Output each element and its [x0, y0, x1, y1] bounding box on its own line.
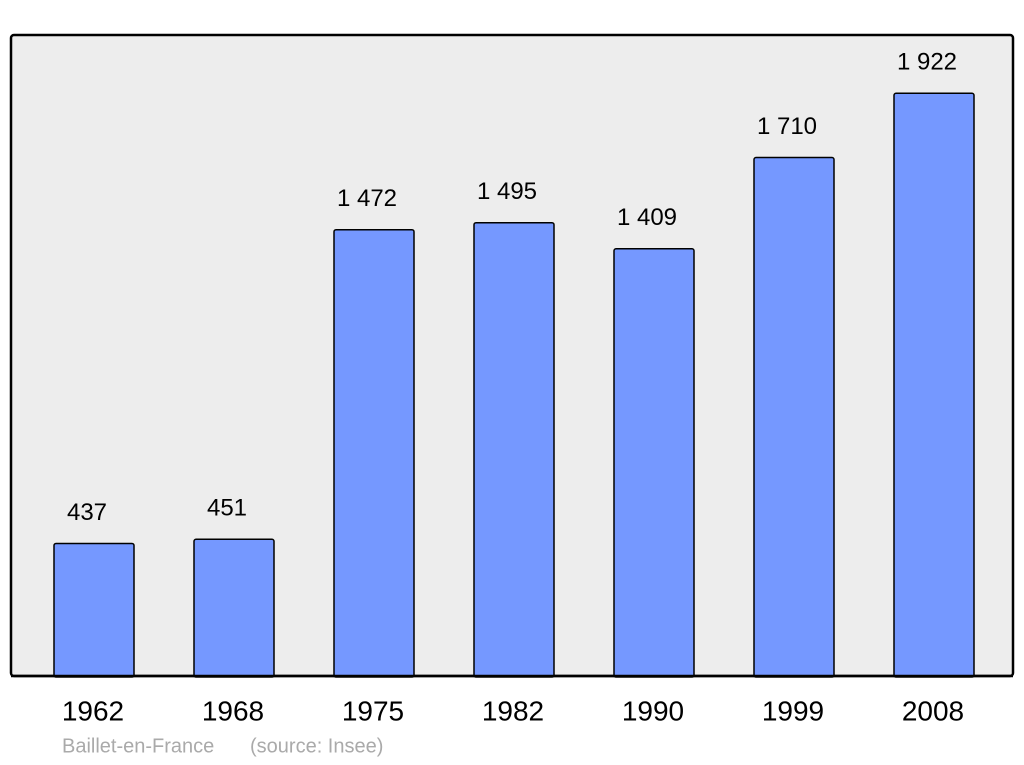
chart-title: Baillet-en-France: [62, 735, 214, 757]
source-note: (source: Insee): [250, 735, 383, 757]
value-label: 1 409: [617, 204, 677, 231]
bar: [53, 542, 135, 678]
bar: [193, 538, 275, 678]
bar: [753, 156, 835, 678]
value-label: 1 495: [477, 178, 537, 205]
bar: [333, 228, 415, 678]
value-label: 451: [207, 495, 247, 522]
x-tick-label: 1999: [762, 695, 824, 726]
x-tick-label: 1962: [62, 695, 124, 726]
x-tick-label: 1975: [342, 695, 404, 726]
bar: [613, 248, 695, 678]
value-label: 1 472: [337, 185, 397, 212]
x-tick-label: 1982: [482, 695, 544, 726]
x-tick-label: 1990: [622, 695, 684, 726]
x-tick-label: 1968: [202, 695, 264, 726]
value-label: 1 922: [897, 49, 957, 76]
bar: [893, 92, 975, 678]
value-label: 1 710: [757, 113, 817, 140]
x-tick-label: 2008: [902, 695, 964, 726]
bar: [473, 221, 555, 678]
value-label: 437: [67, 499, 107, 526]
